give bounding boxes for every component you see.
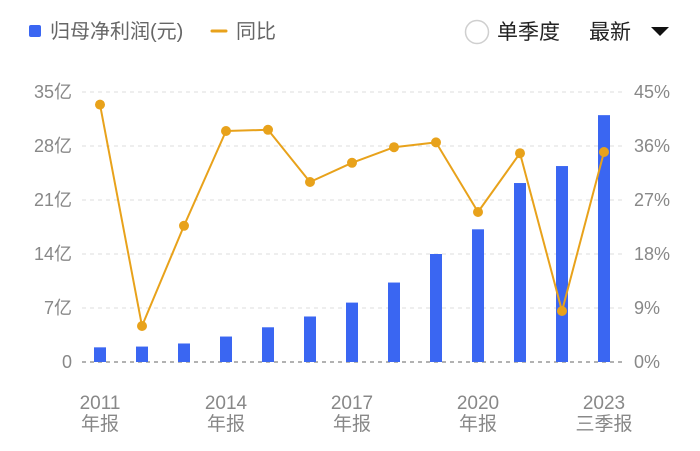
bar-2016 (304, 316, 316, 362)
latest-label: 最新 (589, 21, 631, 44)
legend-bar-label: 归母净利润(元) (50, 20, 183, 43)
single-quarter-label: 单季度 (497, 21, 560, 44)
x-tick-period: 年报 (459, 413, 497, 435)
x-tick-period: 三季报 (575, 413, 632, 435)
yoy-point-2018 (389, 142, 399, 153)
left-axis-tick-label: 0 (62, 352, 72, 372)
right-axis-tick-label: 9% (634, 298, 660, 318)
left-axis-tick-label: 35亿 (34, 82, 72, 102)
x-tick-year: 2014 (205, 393, 248, 414)
yoy-point-2014 (221, 126, 231, 136)
x-tick-year: 2020 (457, 393, 499, 414)
x-tick-year: 2023 (583, 393, 625, 414)
right-axis-tick-label: 18% (634, 244, 670, 264)
yoy-point-2013 (179, 220, 189, 231)
yoy-point-2016 (305, 177, 315, 187)
triangle-down-icon (651, 27, 669, 36)
bar-2012 (136, 346, 148, 362)
x-tick-period: 年报 (333, 413, 371, 435)
yoy-point-2022 (557, 306, 567, 316)
bar-2020 (472, 229, 484, 362)
yoy-point-2023 (599, 147, 609, 157)
x-tick-year: 2017 (331, 393, 373, 414)
bar-2019 (430, 254, 442, 362)
bar-2011 (94, 347, 106, 362)
yoy-line (99, 103, 605, 327)
line-series (99, 103, 605, 327)
bar-2013 (178, 343, 190, 362)
x-tick-period: 年报 (207, 413, 245, 435)
yoy-point-2011 (95, 99, 105, 110)
latest-dropdown[interactable]: 最新 (589, 21, 669, 44)
yoy-point-2019 (431, 137, 441, 148)
left-axis: 0 7亿 14亿 21亿 28亿 35亿 (34, 82, 72, 372)
yoy-point-2015 (263, 124, 273, 135)
line-points (95, 99, 609, 331)
yoy-point-2020 (473, 207, 483, 217)
bar-series (94, 115, 610, 363)
bar-2014 (220, 336, 232, 362)
left-axis-tick-label: 21亿 (34, 190, 72, 210)
bar-2015 (262, 327, 274, 362)
right-axis-tick-label: 36% (634, 136, 670, 156)
legend-bar-swatch (29, 25, 41, 37)
right-axis: 0% 9% 18% 27% 36% 45% (634, 82, 670, 372)
legend-line-label: 同比 (236, 20, 276, 43)
bar-2021 (514, 183, 526, 362)
left-axis-tick-label: 7亿 (44, 298, 72, 318)
bar-2017 (346, 302, 358, 362)
single-quarter-toggle[interactable]: 单季度 (464, 19, 561, 45)
yoy-point-2017 (347, 157, 357, 168)
right-axis-tick-label: 0% (634, 352, 660, 372)
bar-2022 (556, 166, 568, 362)
left-axis-tick-label: 14亿 (34, 244, 72, 264)
bar-2023 (598, 115, 610, 363)
x-tick-period: 年报 (81, 413, 119, 435)
yoy-point-2012 (137, 321, 147, 331)
legend: 归母净利润(元) 同比 (29, 20, 276, 43)
yoy-point-2021 (515, 148, 525, 159)
x-tick-year: 2011 (80, 393, 121, 414)
radio-circle-icon[interactable] (464, 19, 490, 45)
right-axis-tick-label: 27% (634, 190, 670, 210)
right-axis-tick-label: 45% (634, 82, 670, 102)
bar-2018 (388, 282, 400, 362)
left-axis-tick-label: 28亿 (34, 136, 72, 156)
